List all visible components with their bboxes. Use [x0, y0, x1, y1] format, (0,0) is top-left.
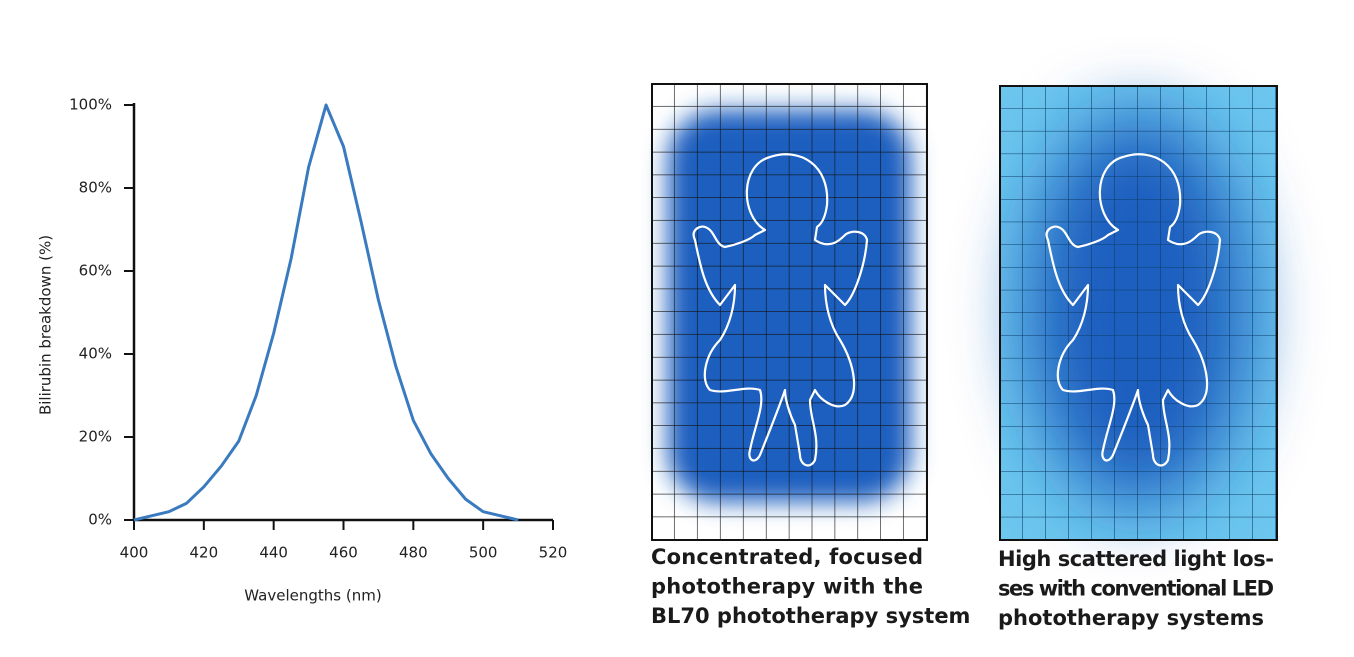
- y-tick-label: 0%: [88, 511, 112, 529]
- caption-line: High scattered light los-: [998, 547, 1274, 571]
- x-tick-label: 500: [469, 544, 498, 562]
- x-tick-label: 520: [539, 544, 568, 562]
- x-tick-label: 440: [259, 544, 288, 562]
- caption-line: Concentrated, focused: [651, 545, 923, 569]
- curve: [133, 103, 519, 522]
- caption-line: ses with conventional LED: [998, 577, 1274, 601]
- x-tick-label: 420: [190, 544, 219, 562]
- caption-line: phototherapy systems: [998, 606, 1264, 630]
- y-tick-label: 20%: [79, 428, 112, 446]
- y-axis-label: Bilirubin breakdown (%): [37, 235, 55, 415]
- panel-focused: [651, 83, 928, 541]
- x-axis-label: Wavelengths (nm): [244, 587, 381, 605]
- caption-line: phototherapy with the: [651, 575, 923, 599]
- x-tick-label: 460: [329, 544, 358, 562]
- caption-line: BL70 phototherapy system: [651, 604, 970, 628]
- x-tick-label: 400: [120, 544, 149, 562]
- y-tick-label: 40%: [79, 345, 112, 363]
- y-tick-label: 100%: [69, 96, 112, 114]
- y-tick-label: 60%: [79, 262, 112, 280]
- x-tick-label: 480: [399, 544, 428, 562]
- panel-scattered: [999, 85, 1278, 541]
- y-tick-label: 80%: [79, 179, 112, 197]
